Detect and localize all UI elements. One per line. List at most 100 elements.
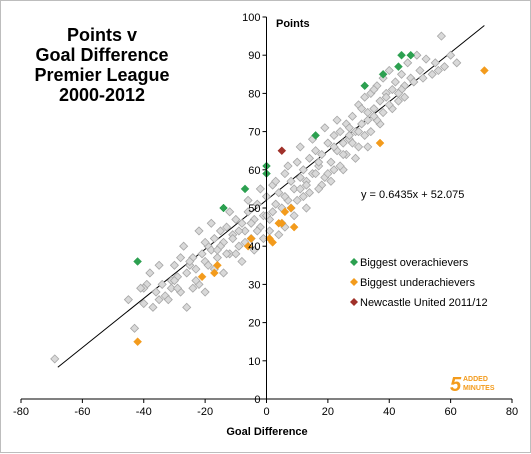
- data-point-underachiever: [197, 272, 207, 282]
- data-point-team: [338, 149, 348, 160]
- data-point-overachiever: [397, 50, 406, 60]
- data-point-underachiever: [286, 203, 296, 213]
- data-point-team: [320, 123, 330, 133]
- data-point-team: [222, 222, 232, 232]
- data-point-team: [243, 195, 253, 205]
- data-point-team: [323, 169, 333, 179]
- data-point-team: [274, 188, 284, 198]
- x-axis-label: Goal Difference: [226, 426, 307, 438]
- data-point-team: [360, 130, 370, 140]
- y-tick-label: 40: [248, 241, 260, 253]
- y-tick-label: 80: [248, 88, 260, 100]
- y-tick-label: 60: [248, 165, 260, 177]
- y-tick-label: 0: [254, 394, 260, 406]
- data-point-team: [314, 184, 324, 194]
- data-point-team: [387, 85, 397, 95]
- y-tick-label: 30: [248, 279, 260, 291]
- data-point-team: [176, 253, 186, 263]
- data-point-team: [234, 241, 244, 251]
- data-point-team: [154, 260, 164, 270]
- data-point-team: [154, 295, 164, 305]
- data-point-team: [292, 195, 302, 205]
- data-point-team: [268, 207, 278, 217]
- data-point-team: [335, 161, 345, 171]
- data-point-team: [231, 214, 241, 225]
- data-point-team: [360, 92, 370, 102]
- data-point-team: [271, 176, 281, 186]
- data-point-team: [390, 77, 400, 87]
- data-point-team: [427, 69, 437, 79]
- data-point-team: [295, 184, 305, 194]
- data-point-team: [166, 283, 176, 293]
- data-point-overachiever: [394, 62, 403, 72]
- logo-word-added: ADDED: [463, 376, 488, 383]
- y-tick-label: 100: [242, 12, 260, 24]
- data-point-team: [169, 276, 180, 286]
- data-point-team: [301, 180, 311, 190]
- data-point-team: [317, 149, 327, 160]
- data-point-team: [369, 111, 379, 121]
- data-point-underachiever: [480, 66, 489, 75]
- data-point-overachiever: [240, 184, 250, 194]
- data-point-team: [255, 184, 265, 194]
- data-point-team: [283, 161, 293, 171]
- data-point-team: [369, 85, 379, 95]
- y-tick-label: 20: [248, 318, 260, 330]
- data-point-team: [169, 260, 180, 270]
- legend-item-overachievers: Biggest overachievers: [350, 257, 469, 269]
- data-point-team: [163, 295, 173, 305]
- data-point-team: [295, 172, 305, 183]
- data-point-team: [311, 169, 321, 179]
- data-point-team: [304, 153, 315, 163]
- y-tick-label: 50: [248, 203, 260, 215]
- data-point-underachiever: [213, 260, 222, 270]
- data-point-team: [289, 211, 299, 221]
- data-point-team: [123, 295, 133, 305]
- data-point-underachiever: [246, 234, 256, 243]
- data-point-team: [439, 62, 450, 72]
- data-point-team: [409, 77, 419, 87]
- data-point-team: [357, 119, 367, 129]
- logo-word-minutes: MINUTES: [463, 385, 495, 392]
- data-point-team: [252, 199, 262, 209]
- data-point-team: [347, 111, 357, 121]
- data-point-team: [329, 130, 339, 140]
- data-point-team: [357, 104, 367, 114]
- data-point-team: [412, 50, 422, 60]
- data-point-newcastle: [277, 146, 287, 156]
- data-point-team: [280, 191, 290, 202]
- data-point-team: [274, 230, 284, 240]
- title-line-2: Goal Difference: [35, 45, 168, 65]
- x-tick-label: -20: [197, 406, 213, 418]
- data-point-team: [314, 157, 324, 167]
- data-point-team: [329, 165, 339, 175]
- data-point-team: [323, 138, 333, 148]
- data-point-team: [228, 233, 238, 244]
- data-point-team: [129, 323, 140, 333]
- data-point-team: [179, 241, 189, 251]
- data-point-team: [366, 127, 376, 137]
- data-point-team: [396, 69, 407, 79]
- data-point-team: [139, 298, 149, 309]
- data-point-team: [353, 127, 364, 137]
- data-point-team: [326, 176, 336, 186]
- data-point-team: [206, 218, 216, 228]
- data-point-underachiever: [133, 337, 142, 347]
- data-point-team: [215, 226, 226, 236]
- title-line-4: 2000-2012: [59, 85, 145, 105]
- data-point-team: [182, 268, 192, 278]
- data-point-team: [430, 58, 440, 68]
- data-point-team: [225, 207, 235, 217]
- data-point-team: [338, 138, 348, 148]
- data-point-team: [363, 115, 373, 125]
- data-point-team: [209, 233, 219, 244]
- data-point-team: [298, 191, 308, 202]
- data-point-team: [452, 58, 462, 68]
- y-tick-label: 70: [248, 127, 260, 139]
- data-point-team: [182, 302, 192, 312]
- data-point-overachiever: [219, 203, 228, 213]
- y-axis-label: Points: [276, 18, 310, 30]
- y-tick-label: 90: [248, 50, 260, 62]
- data-point-overachiever: [378, 69, 388, 79]
- data-point-team: [136, 283, 146, 293]
